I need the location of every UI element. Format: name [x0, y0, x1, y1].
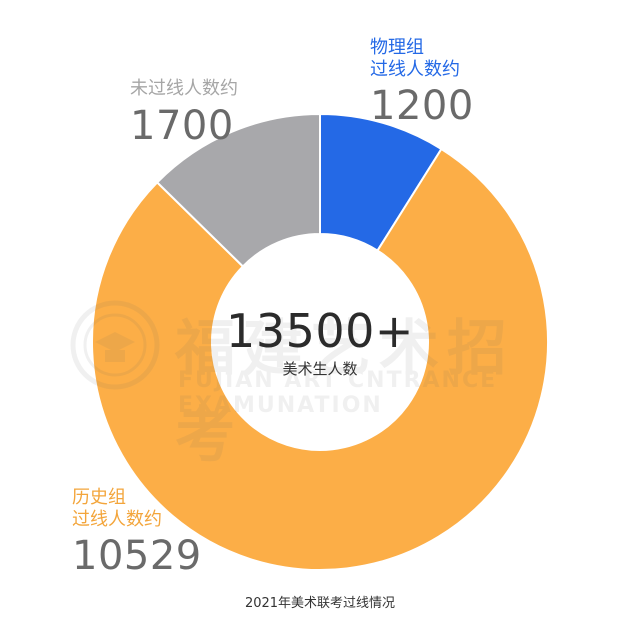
history-label-line2: 过线人数约 — [72, 508, 162, 530]
fail-value: 1700 — [130, 102, 234, 149]
history-value: 10529 — [72, 533, 202, 580]
fail-label-line1: 未过线人数约 — [130, 78, 238, 99]
donut-slice-2 — [155, 112, 321, 268]
chart-caption: 2021年美术联考过线情况 — [244, 596, 396, 611]
history-label-line1: 历史组 — [72, 487, 126, 508]
physics-label-line2: 过线人数约 — [370, 58, 460, 80]
history-slice-label: 历史组 过线人数约 10529 — [72, 487, 202, 580]
center-total-caption: 美术生人数 — [282, 360, 358, 378]
physics-label-line1: 物理组 — [370, 37, 424, 58]
physics-value: 1200 — [370, 83, 474, 130]
fail-slice-label: 未过线人数约 1700 — [130, 78, 238, 150]
center-total-value: 13500+ — [226, 304, 414, 358]
donut-slice-1 — [91, 147, 549, 571]
physics-slice-label: 物理组 过线人数约 1200 — [370, 37, 474, 130]
